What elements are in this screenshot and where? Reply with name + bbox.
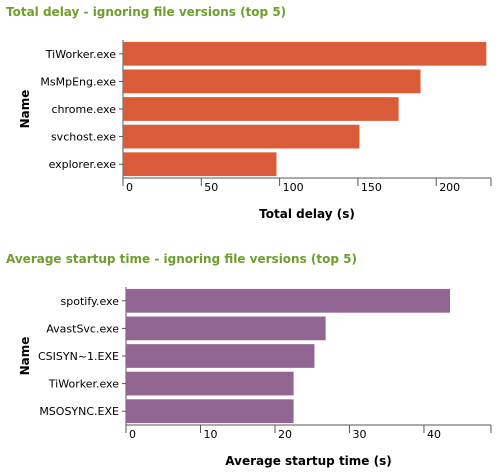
bar <box>123 97 399 121</box>
x-tick-label: 0 <box>129 428 136 441</box>
bar <box>123 124 360 149</box>
bar <box>126 316 326 341</box>
chart-title: Total delay - ignoring file versions (to… <box>6 5 287 19</box>
x-tick-label: 200 <box>439 181 460 194</box>
bar <box>126 399 294 424</box>
x-tick-label: 0 <box>126 181 133 194</box>
bar <box>126 344 315 368</box>
chart-title: Average startup time - ignoring file ver… <box>6 252 357 266</box>
bar <box>126 288 451 313</box>
x-tick-label: 20 <box>278 428 292 441</box>
bar <box>123 41 487 66</box>
category-label: TiWorker.exe <box>45 48 116 61</box>
category-label: CSISYN~1.EXE <box>38 350 119 363</box>
category-label: MsMpEng.exe <box>40 75 116 88</box>
y-axis-label: Name <box>18 337 32 376</box>
x-tick-label: 10 <box>203 428 217 441</box>
x-tick-label: 50 <box>204 181 218 194</box>
x-tick-label: 30 <box>352 428 366 441</box>
x-axis-label: Total delay (s) <box>259 207 355 221</box>
category-label: MSOSYNC.EXE <box>39 405 119 418</box>
category-label: svchost.exe <box>51 131 116 144</box>
y-axis-label: Name <box>18 90 32 129</box>
x-tick-label: 100 <box>283 181 304 194</box>
bar <box>123 152 277 177</box>
category-label: TiWorker.exe <box>48 378 119 391</box>
x-tick-label: 150 <box>361 181 382 194</box>
category-label: spotify.exe <box>61 295 120 308</box>
category-label: explorer.exe <box>49 158 117 171</box>
bar <box>123 69 421 94</box>
bar <box>126 371 294 396</box>
x-axis-label: Average startup time (s) <box>225 454 391 468</box>
category-label: chrome.exe <box>51 103 116 116</box>
x-tick-label: 40 <box>427 428 441 441</box>
category-label: AvastSvc.exe <box>46 322 119 335</box>
